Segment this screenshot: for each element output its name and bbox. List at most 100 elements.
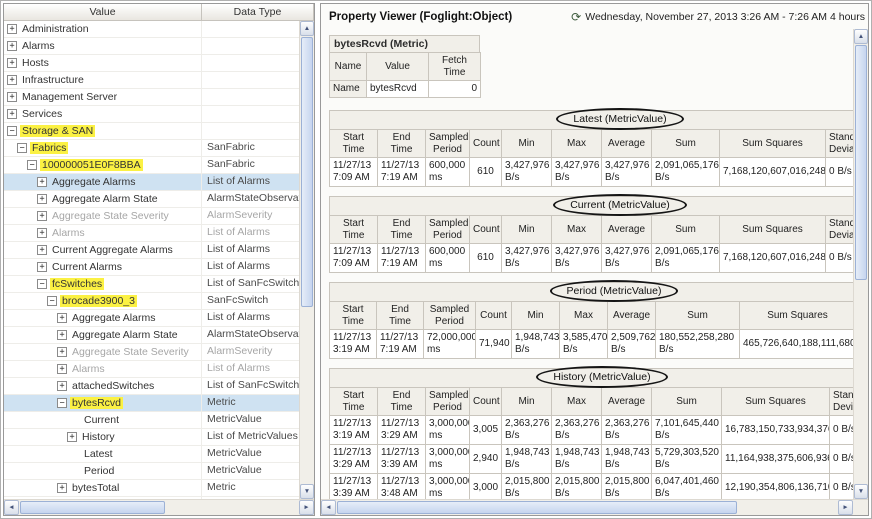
scrollbar-track[interactable] — [336, 500, 838, 515]
tree-row[interactable]: + Aggregate Alarms List of Alarms — [4, 310, 299, 327]
scroll-left-icon[interactable]: ◄ — [4, 500, 19, 515]
expand-plus-icon[interactable]: + — [67, 432, 77, 442]
scroll-down-icon[interactable]: ▼ — [300, 484, 314, 499]
scrollbar-track[interactable] — [854, 44, 868, 484]
collapse-minus-icon[interactable]: − — [37, 279, 47, 289]
expand-plus-icon[interactable]: + — [37, 228, 47, 238]
tree-viewport: + Administration + Alarms + Hosts + Infrastruct… — [4, 21, 314, 499]
scroll-right-icon[interactable]: ► — [299, 500, 314, 515]
tree-row[interactable]: + Aggregate Alarm State AlarmStateObservat… — [4, 327, 299, 344]
tree-row[interactable]: + Aggregate State Severity AlarmSeverity — [4, 344, 299, 361]
column-header: Average — [607, 301, 656, 330]
expand-plus-icon[interactable]: + — [37, 177, 47, 187]
tree-item-datatype — [202, 89, 299, 105]
collapse-minus-icon[interactable]: − — [17, 143, 27, 153]
expand-plus-icon[interactable]: + — [37, 194, 47, 204]
section-title-band: History (MetricValue) — [329, 366, 853, 388]
scrollbar-thumb[interactable] — [301, 37, 313, 307]
tree-item-label: Management Server — [22, 91, 118, 103]
tree-row[interactable]: − brocade3900_3 SanFcSwitch — [4, 293, 299, 310]
scrollbar-track[interactable] — [300, 36, 314, 484]
tree-row[interactable]: −100000051E0F8BBA SanFabric — [4, 157, 299, 174]
expand-plus-icon[interactable]: + — [57, 313, 67, 323]
expand-plus-icon[interactable]: + — [7, 92, 17, 102]
tree-row[interactable]: + History List of MetricValues — [4, 429, 299, 446]
indent-spacer — [4, 471, 67, 472]
collapse-minus-icon[interactable]: − — [47, 296, 57, 306]
tree-cell-value: + Current Aggregate Alarms — [4, 242, 202, 258]
tree-row[interactable]: + attachedSwitches List of SanFcSwitchs — [4, 378, 299, 395]
expand-plus-icon[interactable]: + — [57, 347, 67, 357]
cell: 2,015,800 B/s — [501, 473, 552, 499]
metric-info-title: bytesRcvd (Metric) — [329, 35, 480, 52]
scroll-down-icon[interactable]: ▼ — [854, 484, 868, 499]
indent-spacer — [4, 488, 57, 489]
cell: 7,168,120,607,016,248 — [719, 157, 826, 187]
scroll-left-icon[interactable]: ◄ — [321, 500, 336, 515]
tree-row[interactable]: Period MetricValue — [4, 463, 299, 480]
expand-plus-icon[interactable]: + — [57, 381, 67, 391]
expand-plus-icon[interactable]: + — [37, 211, 47, 221]
tree-row[interactable]: + Aggregate State Severity AlarmSeverity — [4, 208, 299, 225]
time-range-selector[interactable]: ⟳ Wednesday, November 27, 2013 3:26 AM -… — [571, 11, 865, 23]
tree-row[interactable]: Latest MetricValue — [4, 446, 299, 463]
viewer-horizontal-scrollbar[interactable]: ◄ ► — [321, 499, 853, 515]
cell: 11/27/13 7:19 AM — [377, 243, 426, 273]
tree-row[interactable]: + Infrastructure — [4, 72, 299, 89]
expand-plus-icon[interactable]: + — [57, 483, 67, 493]
tree-vertical-scrollbar[interactable]: ▲ ▼ — [299, 21, 314, 499]
expand-plus-icon[interactable]: + — [7, 41, 17, 51]
tree-item-datatype: Metric — [207, 396, 236, 408]
scroll-up-icon[interactable]: ▲ — [854, 29, 868, 44]
tree-row[interactable]: + Current Alarms List of Alarms — [4, 259, 299, 276]
expand-plus-icon[interactable]: + — [37, 245, 47, 255]
tree-row[interactable]: + Alarms List of Alarms — [4, 225, 299, 242]
column-header-data-type[interactable]: Data Type — [202, 4, 314, 20]
scrollbar-thumb[interactable] — [20, 501, 165, 514]
time-refresh-icon[interactable]: ⟳ — [571, 9, 582, 24]
tree-row[interactable]: +bytesXmitMetric — [4, 497, 299, 499]
tree-row[interactable]: + Alarms List of Alarms — [4, 361, 299, 378]
scroll-up-icon[interactable]: ▲ — [300, 21, 314, 36]
scrollbar-track[interactable] — [19, 500, 299, 515]
property-viewer-titlebar: Property Viewer (Foglight:Object) ⟳ Wedn… — [321, 4, 868, 29]
tree-row[interactable]: + Aggregate Alarm State AlarmStateObservat… — [4, 191, 299, 208]
column-header-value[interactable]: Value — [4, 4, 202, 20]
tree-row[interactable]: + Management Server — [4, 89, 299, 106]
collapse-minus-icon[interactable]: − — [57, 398, 67, 408]
scroll-right-icon[interactable]: ► — [838, 500, 853, 515]
tree-row[interactable]: + Administration — [4, 21, 299, 38]
tree-row[interactable]: − Storage & SAN — [4, 123, 299, 140]
tree-item-datatype: AlarmSeverity — [207, 209, 273, 221]
tree-row[interactable]: + Alarms — [4, 38, 299, 55]
scrollbar-thumb[interactable] — [337, 501, 737, 514]
tree-cell-value: + Services — [4, 106, 202, 122]
expand-plus-icon[interactable]: + — [37, 262, 47, 272]
tree-row[interactable]: + bytesTotal Metric — [4, 480, 299, 497]
tree-horizontal-scrollbar[interactable]: ◄ ► — [4, 499, 314, 515]
tree-cell-value: Current — [4, 412, 202, 428]
tree-row[interactable]: − Fabrics SanFabric — [4, 140, 299, 157]
expand-plus-icon[interactable]: + — [7, 75, 17, 85]
collapse-minus-icon[interactable]: − — [7, 126, 17, 136]
tree-row[interactable]: Current MetricValue — [4, 412, 299, 429]
collapse-minus-icon[interactable]: − — [27, 160, 37, 170]
viewer-vertical-scrollbar[interactable]: ▲ ▼ — [853, 29, 868, 499]
tree-row[interactable]: − fcSwitches List of SanFcSwitchs — [4, 276, 299, 293]
expand-plus-icon[interactable]: + — [7, 109, 17, 119]
scrollbar-thumb[interactable] — [855, 45, 867, 280]
tree-row[interactable]: − bytesRcvd Metric — [4, 395, 299, 412]
tree-item-label: Alarms — [72, 363, 105, 375]
tree-row[interactable]: + Current Aggregate Alarms List of Alarms — [4, 242, 299, 259]
column-header: Min — [501, 215, 552, 244]
expand-plus-icon[interactable]: + — [57, 330, 67, 340]
column-header: End Time — [377, 129, 426, 158]
tree-row[interactable]: + Aggregate Alarms List of Alarms — [4, 174, 299, 191]
section-table: Start Time End Time Sampled Period Count Min… — [329, 129, 853, 187]
tree-row[interactable]: + Hosts — [4, 55, 299, 72]
expand-plus-icon[interactable]: + — [7, 58, 17, 68]
section-period: Period (MetricValue) Start Time End Time Sa… — [329, 280, 853, 359]
expand-plus-icon[interactable]: + — [7, 24, 17, 34]
expand-plus-icon[interactable]: + — [57, 364, 67, 374]
tree-row[interactable]: + Services — [4, 106, 299, 123]
